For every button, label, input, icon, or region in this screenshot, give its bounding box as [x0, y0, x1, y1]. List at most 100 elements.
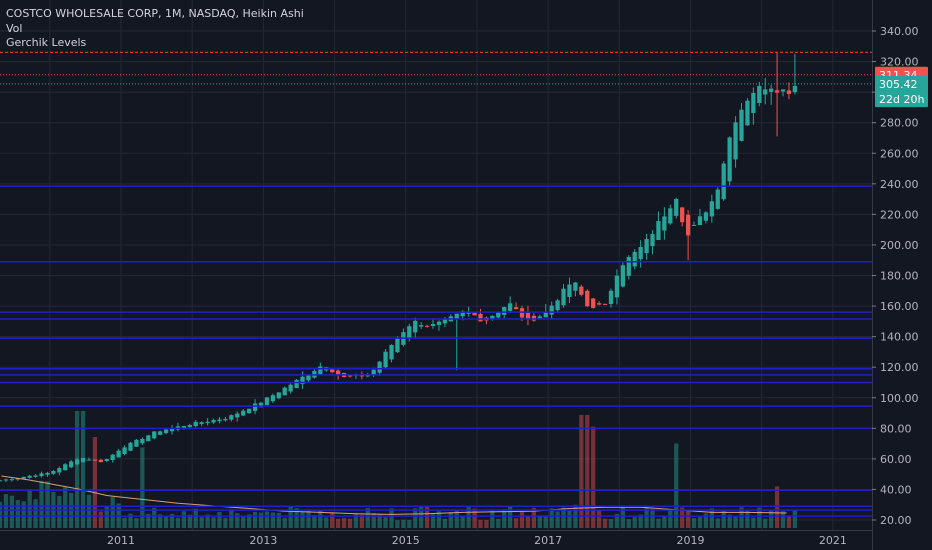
- candle-body: [0, 480, 3, 482]
- volume-bar: [312, 515, 317, 528]
- gerchik-levels: [0, 185, 872, 517]
- candle-body: [697, 216, 703, 226]
- volume-bar: [644, 506, 649, 528]
- volume-bar: [638, 514, 643, 528]
- volume-bar: [555, 511, 560, 528]
- volume-bar: [395, 520, 400, 528]
- candle-body: [187, 425, 192, 428]
- candle-body: [110, 454, 115, 461]
- candle-body: [92, 459, 98, 461]
- symbol-title[interactable]: COSTCO WHOLESALE CORP, 1M, NASDAQ, Heiki…: [6, 7, 304, 20]
- volume-bar: [757, 507, 762, 528]
- candle-body: [602, 303, 608, 305]
- grid-lines: [0, 0, 872, 530]
- volume-bar: [365, 508, 370, 528]
- volume-indicator-label[interactable]: Vol: [6, 21, 23, 35]
- volume-bar: [122, 517, 127, 528]
- candle-body: [739, 109, 744, 141]
- volume-bar: [668, 509, 673, 528]
- candle-body: [436, 321, 442, 325]
- volume-bar: [727, 514, 732, 528]
- volume-bar: [733, 516, 738, 528]
- candle-body: [792, 85, 798, 93]
- price-axis-tick-label: 80.00: [880, 422, 912, 435]
- candle-body: [413, 320, 418, 333]
- volume-bar: [21, 501, 26, 528]
- volume-bar: [205, 514, 210, 528]
- volume-bar: [371, 513, 376, 528]
- candle-body: [496, 312, 501, 318]
- candle-body: [632, 251, 637, 267]
- price-axis-tick-label: 200.00: [880, 239, 919, 252]
- candle-body: [33, 475, 38, 477]
- volume-bar: [496, 518, 501, 528]
- volume-bar: [158, 514, 163, 528]
- candle-body: [193, 421, 198, 427]
- candle-body: [585, 290, 590, 307]
- candle-body: [442, 319, 448, 324]
- volume-bar: [140, 447, 145, 528]
- candle-body: [247, 408, 252, 414]
- candle-body: [300, 376, 305, 385]
- volume-bar: [175, 517, 181, 528]
- candle-body: [288, 384, 293, 392]
- candle-body: [460, 311, 465, 317]
- candle-body: [86, 459, 92, 461]
- candle-body: [264, 397, 270, 405]
- volume-bar: [110, 496, 115, 528]
- candle-body: [502, 307, 507, 315]
- volume-bar: [335, 518, 341, 528]
- volume-bar: [413, 508, 418, 528]
- candle-body: [335, 370, 341, 376]
- volume-bar: [39, 480, 44, 528]
- candle-body: [3, 479, 9, 481]
- time-axis-tick-label: 2017: [534, 534, 562, 547]
- price-tag-label: 22d 20h: [879, 93, 924, 106]
- candle-body: [104, 459, 109, 461]
- time-axis-tick-label: 2021: [819, 534, 847, 547]
- volume-bar: [169, 513, 175, 528]
- candle-body: [347, 375, 353, 377]
- volume-bar: [229, 509, 234, 528]
- volume-bar: [199, 517, 204, 528]
- volume-bar: [484, 519, 489, 528]
- candle-body: [199, 422, 204, 424]
- candle-body: [377, 361, 382, 373]
- volume-bar: [341, 517, 347, 528]
- candle-body: [318, 366, 323, 375]
- candle-body: [383, 351, 388, 368]
- volume-bar: [98, 511, 103, 528]
- price-axis-tick-label: 340.00: [880, 25, 919, 38]
- volume-bar: [318, 510, 323, 528]
- candle-body: [626, 256, 631, 276]
- gerchik-indicator-label[interactable]: Gerchik Levels: [6, 36, 87, 49]
- candle-body: [786, 90, 792, 94]
- candle-body: [235, 413, 240, 418]
- price-axis-tick-label: 180.00: [880, 270, 919, 283]
- candle-body: [674, 199, 679, 216]
- volume-bar: [223, 517, 228, 528]
- volume-bar: [436, 511, 442, 528]
- volume-bar: [27, 489, 32, 528]
- candle-body: [549, 305, 554, 315]
- candle-body: [668, 208, 673, 224]
- candle-body: [573, 282, 578, 291]
- candle-body: [424, 325, 430, 327]
- candle-body: [80, 457, 86, 462]
- volume-bar: [45, 481, 50, 528]
- candle-body: [306, 374, 311, 381]
- volume-bar: [252, 511, 258, 528]
- volume-bar: [620, 506, 625, 528]
- price-tag-box: [875, 75, 928, 92]
- candle-body: [644, 239, 649, 254]
- candle-body: [276, 392, 281, 399]
- volume-bar: [763, 518, 768, 528]
- candle-body: [128, 442, 133, 451]
- volume-bar: [780, 511, 786, 528]
- volume-bar: [792, 510, 798, 528]
- time-axis: 2011 2013 2015 2017 2019 2021: [107, 534, 847, 547]
- volume-bar: [57, 495, 62, 528]
- volume-bar: [276, 512, 281, 528]
